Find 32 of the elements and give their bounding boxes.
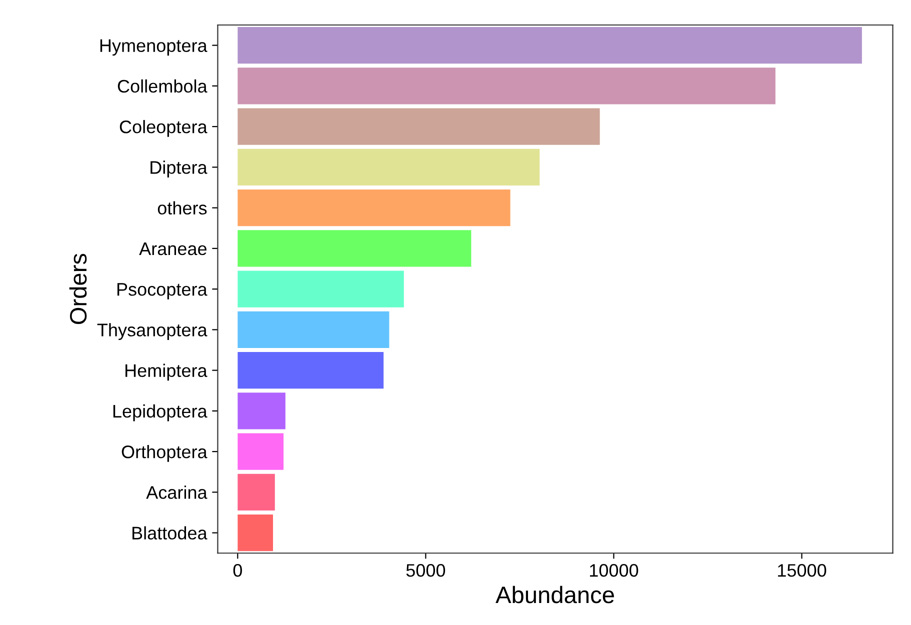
y-tick-label: Acarina — [146, 486, 208, 499]
bar — [238, 27, 862, 64]
bar — [238, 270, 404, 308]
y-tick-label: Hemiptera — [126, 364, 208, 381]
bar — [238, 392, 286, 430]
y-tick-label: Lepidoptera — [113, 404, 208, 422]
x-tick-label: 0 — [233, 564, 242, 577]
y-tick-label: Diptera — [150, 160, 208, 178]
y-tick-label: Coleoptera — [120, 120, 208, 137]
y-tick-label: Hymenoptera — [100, 39, 208, 56]
bar — [238, 514, 274, 552]
bar — [238, 190, 510, 226]
y-tick-label: Collembola — [118, 79, 208, 93]
bar — [238, 474, 275, 510]
x-tick-label: 15000 — [778, 564, 826, 577]
bar — [238, 148, 540, 186]
y-tick-label: Thysanoptera — [97, 323, 208, 340]
bar — [238, 68, 776, 104]
x-tick-label: 5000 — [406, 564, 446, 577]
y-tick-label: Psocoptera — [117, 283, 208, 300]
bar — [238, 352, 384, 389]
y-tick-label: Araneae — [139, 242, 207, 256]
bar — [238, 433, 284, 470]
bar — [238, 311, 390, 348]
y-tick-label: Orthoptera — [122, 445, 208, 462]
y-axis-title: Orders — [69, 254, 87, 324]
y-tick-label: Blattodea — [132, 526, 208, 540]
bar — [238, 230, 472, 267]
bar — [238, 108, 600, 145]
y-tick-label: others — [158, 201, 207, 215]
x-axis-title: Abundance — [496, 586, 614, 604]
x-tick-label: 10000 — [590, 564, 638, 577]
